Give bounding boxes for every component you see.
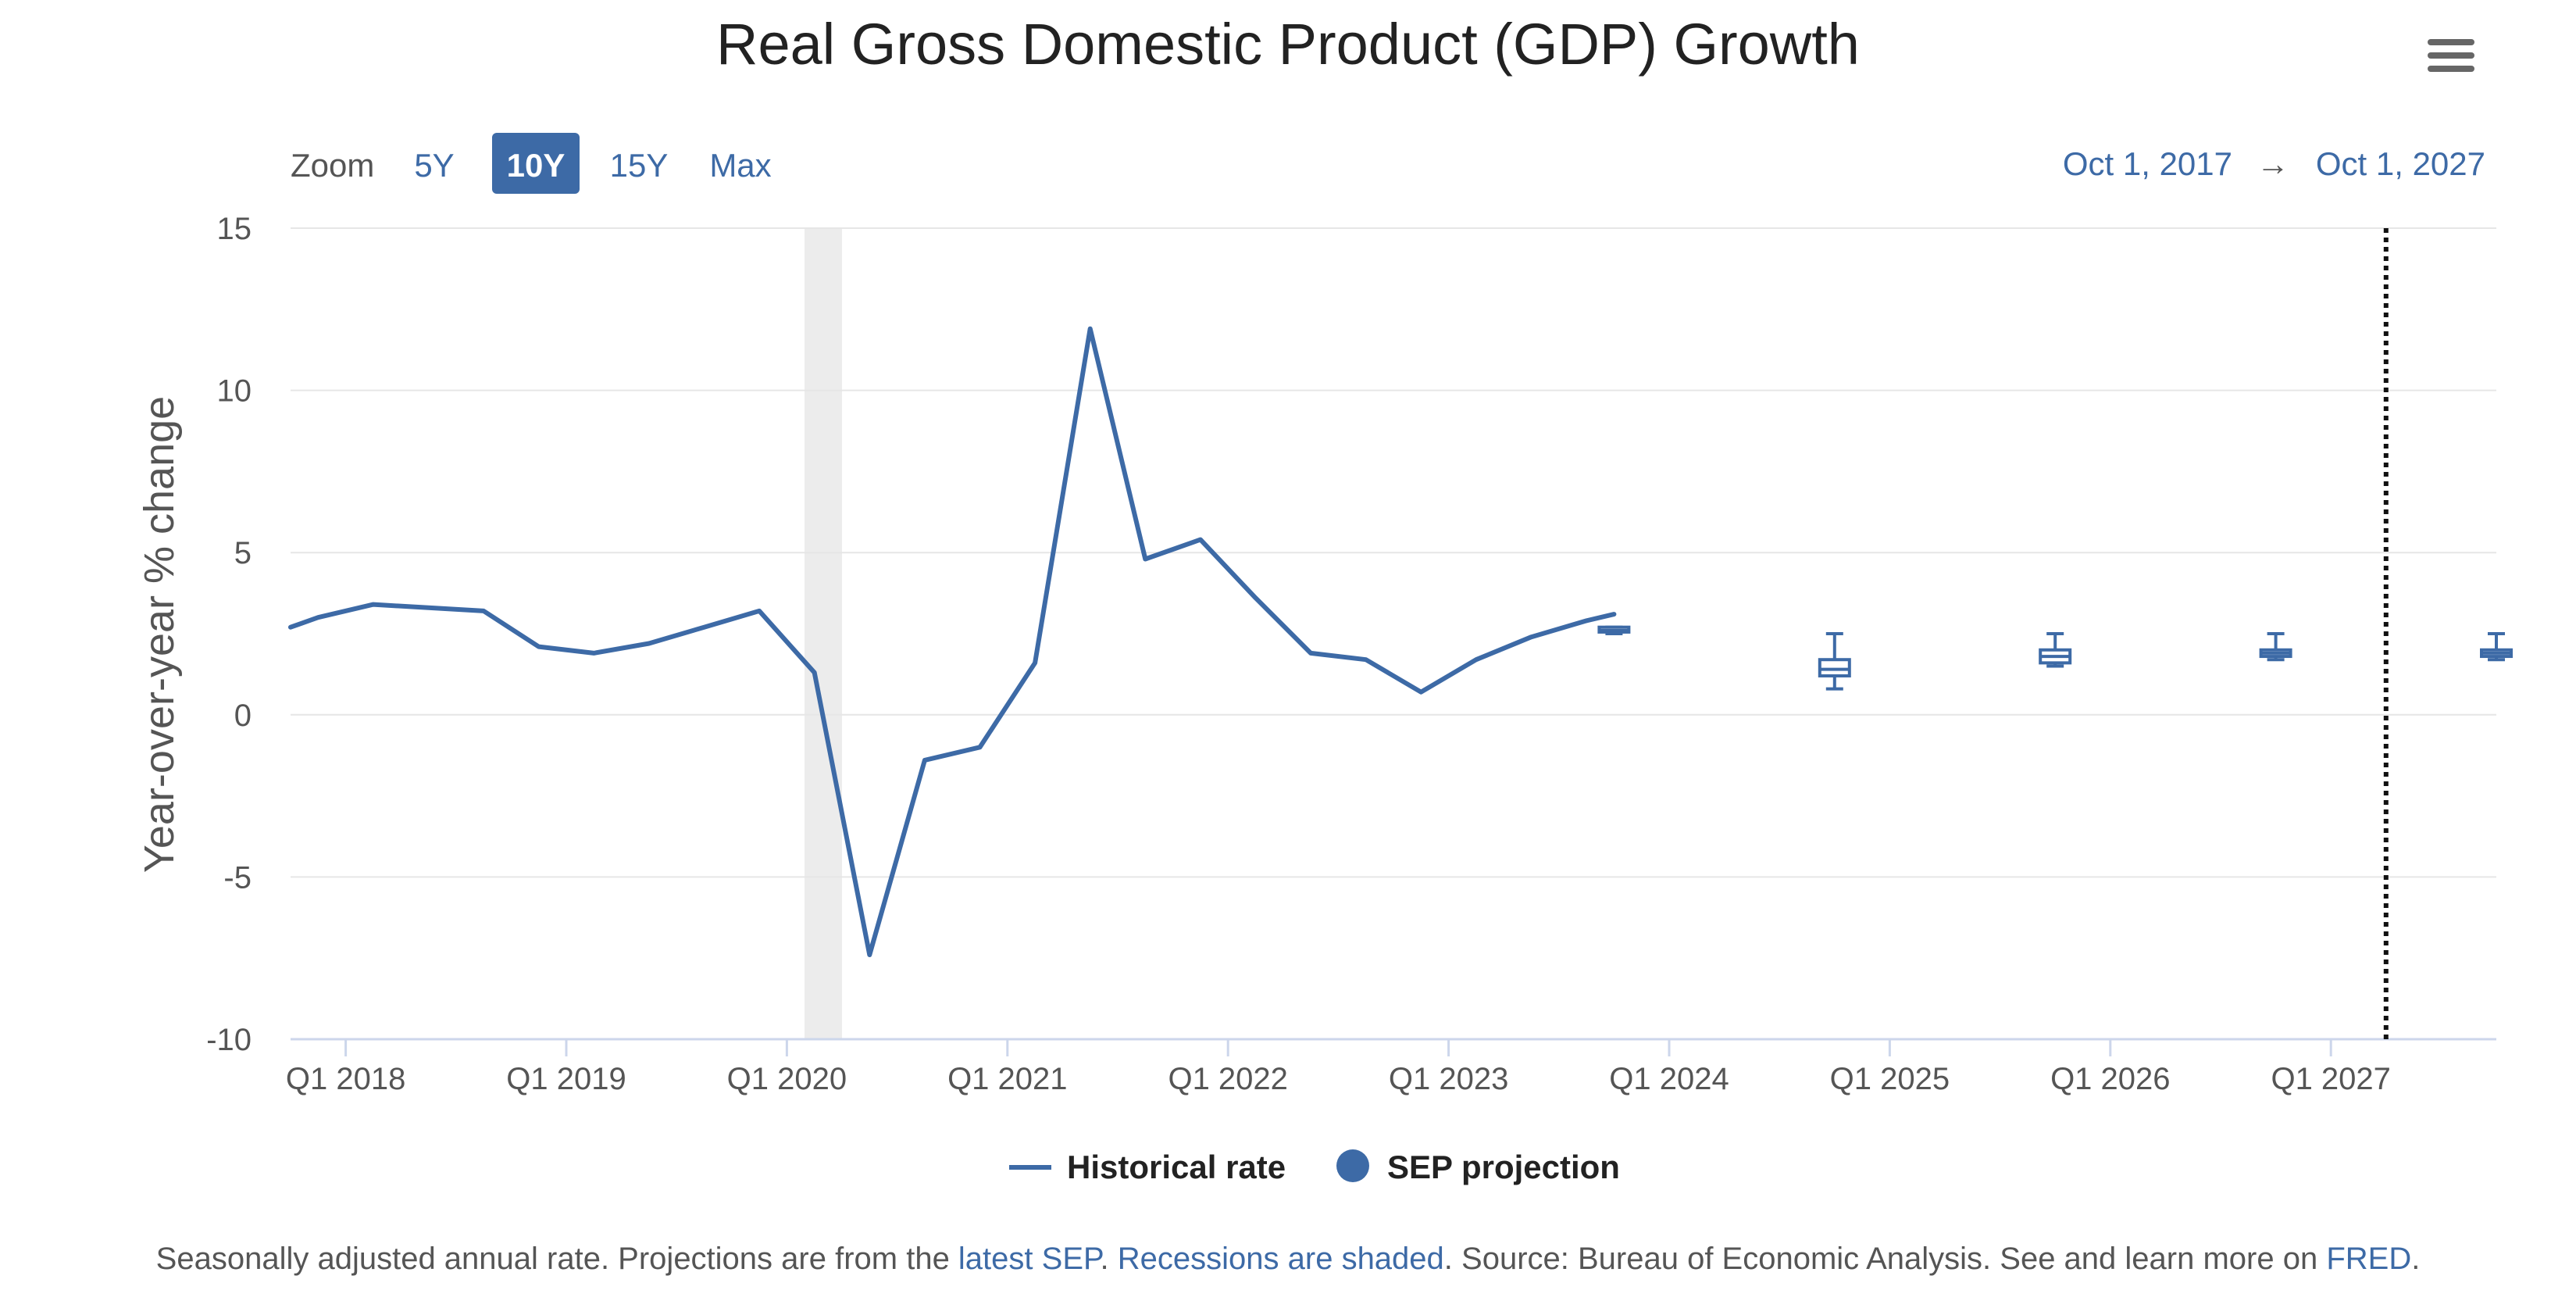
zoom-button-10y-bg <box>492 133 580 194</box>
historical-data-point[interactable] <box>1413 684 1429 700</box>
footer-text-1: Seasonally adjusted annual rate. Project… <box>156 1242 958 1276</box>
zoom-label: Zoom <box>291 147 374 184</box>
historical-data-point[interactable] <box>531 639 547 655</box>
x-tick-label: Q1 2026 <box>2050 1062 2170 1096</box>
historical-data-point[interactable] <box>1468 652 1484 667</box>
x-tick-label: Q1 2025 <box>1830 1062 1950 1096</box>
recessions-shaded-link[interactable]: Recessions are shaded <box>1118 1242 1444 1276</box>
historical-data-point[interactable] <box>1083 321 1098 337</box>
latest-sep-link[interactable]: latest SEP <box>958 1242 1103 1276</box>
historical-data-point[interactable] <box>1303 645 1318 661</box>
historical-data-point[interactable] <box>586 645 601 661</box>
footer-note: Seasonally adjusted annual rate. Project… <box>156 1242 2421 1276</box>
historical-data-point[interactable] <box>807 665 822 681</box>
sep-projection-box[interactable] <box>1818 632 1851 691</box>
footer-text-2: . <box>1101 1242 1118 1276</box>
legend-item-historical[interactable]: Historical rate <box>1009 1149 1286 1185</box>
historical-data-point[interactable] <box>421 600 437 616</box>
historical-data-point[interactable] <box>641 635 657 651</box>
historical-data-point[interactable] <box>366 597 381 613</box>
x-tick-label: Q1 2023 <box>1389 1062 1508 1096</box>
hamburger-menu-icon[interactable] <box>2426 38 2476 73</box>
sep-projection-box[interactable] <box>2259 632 2292 662</box>
y-tick-label: 10 <box>217 374 252 409</box>
historical-data-point[interactable] <box>751 603 767 619</box>
historical-data-point[interactable] <box>283 620 298 635</box>
chart-title: Real Gross Domestic Product (GDP) Growth <box>716 12 1860 77</box>
historical-data-point[interactable] <box>1027 655 1043 670</box>
footer-text-4: . <box>2411 1242 2420 1276</box>
historical-data-point[interactable] <box>862 947 877 963</box>
zoom-button-5y-label: 5Y <box>414 147 454 184</box>
x-tick-label: Q1 2027 <box>2271 1062 2390 1096</box>
legend-item-projection[interactable]: SEP projection <box>1336 1149 1620 1185</box>
x-tick-label: Q1 2024 <box>1609 1062 1729 1096</box>
historical-data-point[interactable] <box>1524 629 1540 645</box>
zoom-button-15y-label: 15Y <box>610 147 669 184</box>
series-layer <box>283 321 1622 963</box>
historical-data-point[interactable] <box>1606 606 1622 622</box>
historical-rate-line[interactable] <box>288 326 1617 957</box>
y-tick-label: -5 <box>223 860 252 895</box>
grid-layer <box>291 227 2496 1041</box>
x-tick-label: Q1 2020 <box>727 1062 847 1096</box>
historical-data-point[interactable] <box>1248 590 1264 606</box>
legend-historical-label: Historical rate <box>1067 1149 1286 1185</box>
projection-layer <box>1597 625 2513 691</box>
footer-text-3: . Source: Bureau of Economic Analysis. S… <box>1444 1242 2327 1276</box>
legend-dot-icon <box>1336 1149 1369 1182</box>
range-from-input[interactable]: Oct 1, 2017 <box>2063 145 2232 182</box>
recession-band <box>804 228 842 1039</box>
zoom-button-max[interactable]: Max <box>700 133 781 194</box>
range-arrow-icon: → <box>2257 145 2289 182</box>
zoom-button-5y[interactable]: 5Y <box>403 133 466 194</box>
x-tick-label: Q1 2022 <box>1168 1062 1287 1096</box>
historical-data-point[interactable] <box>1579 613 1594 628</box>
x-tick-label: Q1 2018 <box>286 1062 405 1096</box>
historical-data-point[interactable] <box>972 739 988 755</box>
y-tick-label: 0 <box>234 699 252 733</box>
sep-projection-box[interactable] <box>1597 625 1631 635</box>
y-tick-label: -10 <box>206 1023 252 1057</box>
y-tick-label: 15 <box>217 212 252 246</box>
historical-data-point[interactable] <box>1137 552 1153 567</box>
historical-data-point[interactable] <box>310 609 326 625</box>
fred-link[interactable]: FRED <box>2326 1242 2411 1276</box>
sep-projection-box[interactable] <box>2039 632 2072 668</box>
recession-shading-layer <box>804 228 842 1039</box>
legend-projection-label: SEP projection <box>1387 1149 1620 1185</box>
y-tick-label: 5 <box>234 536 252 570</box>
historical-data-point[interactable] <box>697 620 712 635</box>
historical-data-point[interactable] <box>476 603 491 619</box>
historical-data-point[interactable] <box>1358 652 1374 667</box>
historical-data-point[interactable] <box>917 752 933 768</box>
historical-data-point[interactable] <box>1193 532 1208 548</box>
zoom-button-15y[interactable]: 15Y <box>601 133 676 194</box>
zoom-button-10y-label: 10Y <box>507 147 566 184</box>
projection-box <box>1818 658 1851 677</box>
sep-projection-box[interactable] <box>2480 632 2513 662</box>
zoom-button-max-label: Max <box>709 147 771 184</box>
x-tick-label: Q1 2019 <box>506 1062 626 1096</box>
x-axis-ticks: Q1 2018 Q1 2019 Q1 2020 Q1 2021 Q1 2022 Q1 20… <box>286 1039 2391 1096</box>
y-axis-ticks: 15 10 5 0 -5 -10 <box>206 212 252 1057</box>
range-to-input[interactable]: Oct 1, 2027 <box>2316 145 2485 182</box>
x-tick-label: Q1 2021 <box>947 1062 1067 1096</box>
zoom-button-10y[interactable]: 10Y <box>492 133 580 194</box>
y-axis-title: Year-over-year % change <box>136 396 183 873</box>
